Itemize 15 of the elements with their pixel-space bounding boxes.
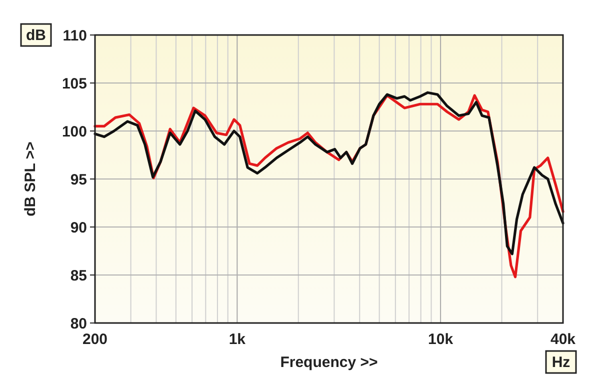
x-tick-label: 40k	[550, 331, 576, 348]
text: Hz	[552, 354, 570, 371]
y-tick-label: 85	[70, 267, 87, 284]
text: dB	[26, 27, 46, 44]
x-tick-label: 10k	[428, 331, 454, 348]
y-tick-label: 110	[62, 27, 87, 44]
y-tick-label: 90	[70, 219, 87, 236]
x-axis-title: Frequency >>	[280, 354, 378, 371]
y-tick-label: 105	[62, 75, 87, 92]
y-tick-label: 100	[62, 123, 87, 140]
x-tick-label: 200	[82, 331, 108, 348]
y-tick-label: 95	[70, 171, 87, 188]
x-tick-label: 1k	[228, 331, 246, 348]
y-axis-title: dB SPL >>	[22, 141, 39, 216]
y-tick-label: 80	[70, 315, 87, 332]
